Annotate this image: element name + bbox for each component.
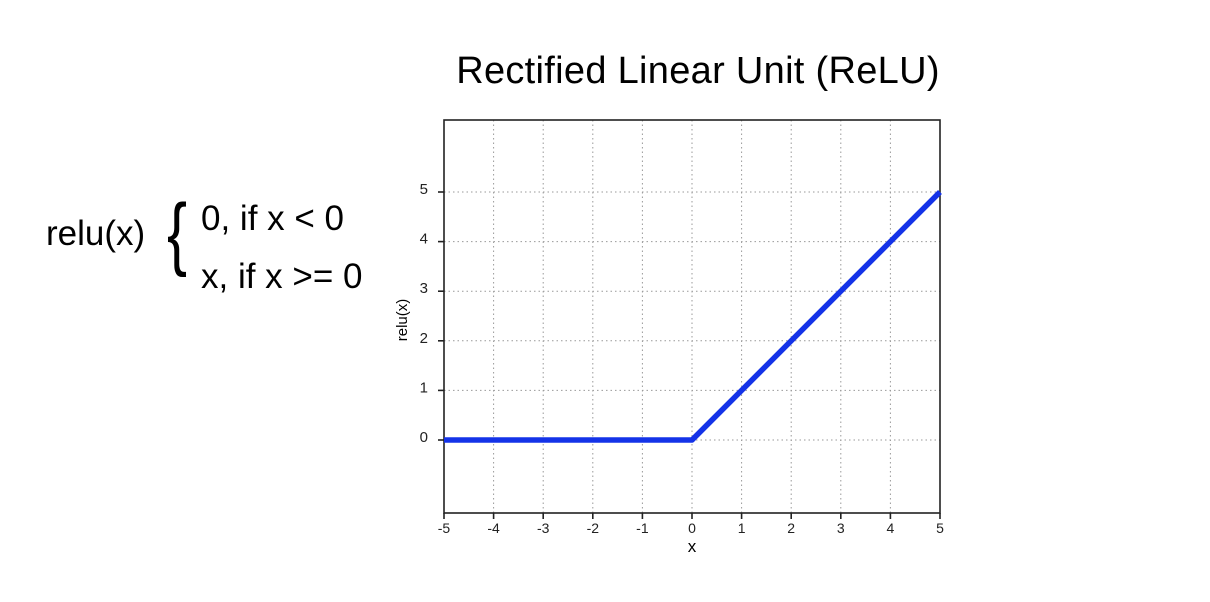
- svg-text:3: 3: [420, 280, 428, 297]
- svg-text:x: x: [688, 537, 697, 556]
- svg-text:5: 5: [420, 181, 428, 198]
- svg-text:-2: -2: [587, 520, 600, 536]
- svg-text:2: 2: [420, 330, 428, 347]
- svg-text:-1: -1: [636, 520, 649, 536]
- svg-text:0: 0: [420, 429, 428, 446]
- svg-text:5: 5: [936, 520, 944, 536]
- svg-text:-5: -5: [438, 520, 451, 536]
- svg-text:-4: -4: [487, 520, 500, 536]
- svg-text:4: 4: [887, 520, 895, 536]
- svg-text:2: 2: [787, 520, 795, 536]
- svg-text:relu(x): relu(x): [394, 299, 411, 342]
- svg-text:-3: -3: [537, 520, 550, 536]
- svg-text:0: 0: [688, 520, 696, 536]
- svg-text:1: 1: [420, 379, 428, 396]
- svg-text:1: 1: [738, 520, 746, 536]
- svg-text:4: 4: [420, 231, 428, 248]
- svg-text:3: 3: [837, 520, 845, 536]
